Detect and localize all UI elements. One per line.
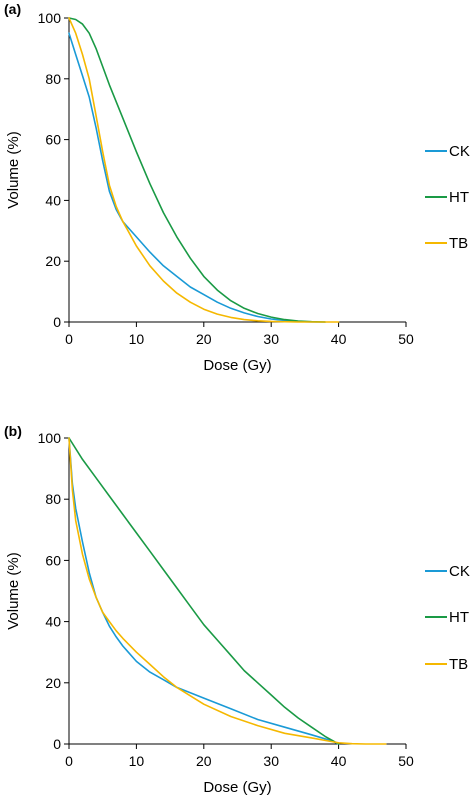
panel-b-x-tick-label: 30: [263, 753, 279, 769]
panel-a-x-tick-label: 40: [331, 331, 347, 347]
panel-b-x-tick-label: 10: [129, 753, 145, 769]
panel-b-series-tb-line: [68, 437, 387, 745]
panel-a-series-tb-line: [68, 17, 340, 323]
panel-a-y-axis-label: Volume (%): [5, 131, 22, 209]
panel-b-x-tick-label: 0: [65, 753, 73, 769]
panel-a-x-axis-label: Dose (Gy): [203, 357, 271, 374]
panel-a-series-ck-line: [68, 32, 326, 323]
panel-b-label: (b): [4, 423, 22, 439]
panel-a-legend-label-tb: TB: [449, 235, 468, 252]
panel-a-chart: (a) 0 10 20 30 40 50 0 20 40 60 80 100 Dose (Gy) Volum…: [4, 1, 470, 374]
panel-b-y-tick-label: 0: [53, 736, 61, 752]
panel-b-x-tick-label: 20: [196, 753, 212, 769]
panel-b-y-tick-label: 60: [45, 552, 61, 568]
panel-b-x-tick-label: 50: [398, 753, 414, 769]
panel-b-legend-label-ck: CK: [449, 563, 470, 580]
panel-a-x-tick-label: 0: [65, 331, 73, 347]
panel-b-y-tick-label: 100: [38, 430, 62, 446]
panel-b-series-ht-line: [68, 437, 340, 745]
panel-a-series-ht-line: [68, 17, 326, 323]
panel-a-legend-label-ck: CK: [449, 143, 470, 160]
panel-a-x-tick-label: 20: [196, 331, 212, 347]
panel-a-y-tick-label: 40: [45, 192, 61, 208]
panel-b-series-ck-line: [68, 437, 340, 745]
panel-a-x-tick-label: 10: [129, 331, 145, 347]
panel-a-x-tick-label: 50: [398, 331, 414, 347]
panel-a-y-tick-label: 0: [53, 314, 61, 330]
panel-b-x-tick-label: 40: [331, 753, 347, 769]
panel-a-y-tick-label: 80: [45, 71, 61, 87]
panel-b-y-tick-label: 20: [45, 675, 61, 691]
panel-a-y-tick-label: 100: [38, 10, 62, 26]
panel-b-chart: (b) 0 10 20 30 40 50 0 20 40 60 80 100 Dose (Gy) Volum…: [4, 423, 470, 796]
panel-b-legend-label-ht: HT: [449, 609, 469, 626]
panel-a-label: (a): [4, 1, 21, 17]
panel-a-legend-label-ht: HT: [449, 189, 469, 206]
panel-a-y-tick-label: 20: [45, 253, 61, 269]
panel-b-x-axis-label: Dose (Gy): [203, 779, 271, 796]
panel-b-y-axis-label: Volume (%): [5, 552, 22, 630]
panel-b-y-tick-label: 40: [45, 614, 61, 630]
panel-b-legend-label-tb: TB: [449, 656, 468, 673]
panel-a-y-tick-label: 60: [45, 132, 61, 148]
panel-a-x-tick-label: 30: [263, 331, 279, 347]
panel-b-y-tick-label: 80: [45, 491, 61, 507]
